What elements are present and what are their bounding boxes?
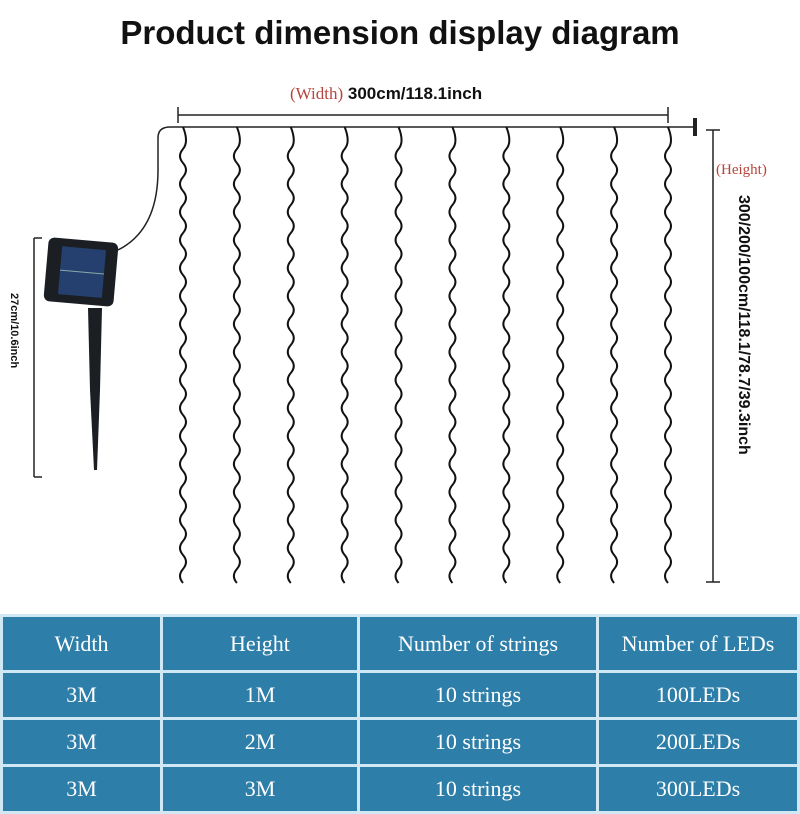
spec-table: Width Height Number of strings Number of… (0, 614, 800, 814)
light-string (394, 126, 403, 584)
header-height: Height (160, 614, 360, 673)
solar-panel (43, 237, 119, 470)
table-row: 3M 2M 10 strings 200LEDs (0, 717, 800, 767)
curtain-light-diagram (33, 107, 720, 584)
header-strings: Number of strings (357, 614, 599, 673)
light-string (664, 126, 672, 584)
light-string (232, 126, 241, 584)
light-string (286, 126, 295, 584)
stake-height-label: 27cm/10.6inch (8, 293, 20, 369)
light-string (502, 126, 511, 584)
header-width: Width (0, 614, 163, 673)
table-header-row: Width Height Number of strings Number of… (0, 614, 800, 673)
height-label-value: 300/200/100cm/118.1/78.7/39.3inch (735, 195, 752, 455)
table-row: 3M 1M 10 strings 100LEDs (0, 670, 800, 720)
light-string (340, 126, 349, 584)
width-label: (Width) 300cm/118.1inch (290, 84, 483, 103)
table-row: 3M 3M 10 strings 300LEDs (0, 764, 800, 814)
page-title: Product dimension display diagram (120, 14, 680, 51)
light-string (556, 126, 565, 584)
header-leds: Number of LEDs (596, 614, 800, 673)
ground-stake (88, 308, 102, 470)
light-string (610, 126, 619, 584)
light-string (179, 126, 187, 584)
main-wire (117, 126, 695, 251)
light-string (448, 126, 457, 584)
height-label-prefix: (Height) (716, 162, 767, 178)
